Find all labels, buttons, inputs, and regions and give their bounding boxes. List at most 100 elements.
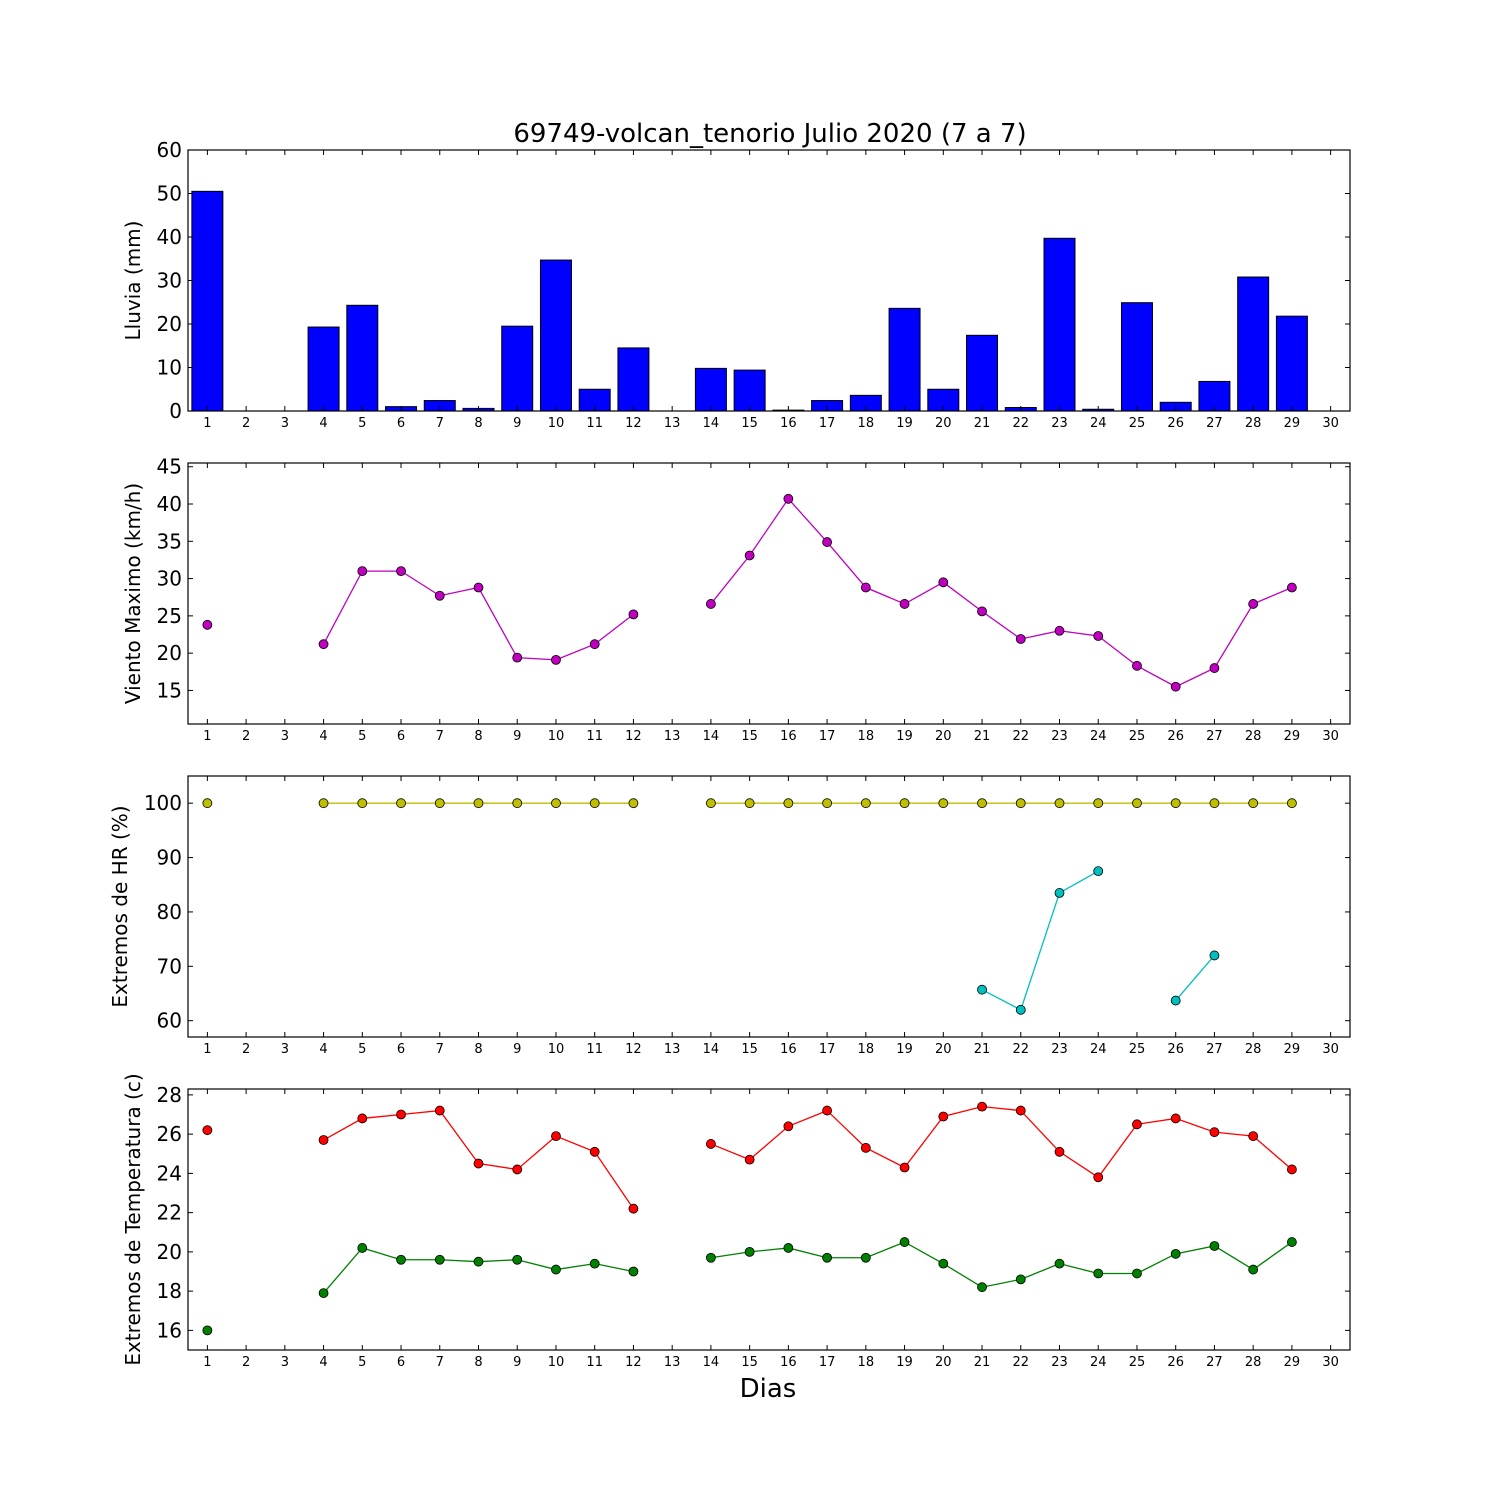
point-wind-series-1-day-28 [1248,599,1259,609]
point-humidity-series-1-day-18 [860,798,871,809]
point-wind-series-1-day-8 [473,582,484,593]
xtick-label-rain-2: 2 [242,416,250,431]
xtick-label-wind-14: 14 [703,729,720,744]
line-wind-series-1-segment-3 [710,497,1293,688]
xtick-label-humidity-9: 9 [513,1042,521,1057]
xtick-label-rain-17: 17 [819,416,836,431]
xtick-label-humidity-28: 28 [1245,1042,1262,1057]
ytick-label-rain-30: 30 [157,269,182,293]
xtick-label-temperature-12: 12 [625,1355,642,1370]
point-humidity-series-1-day-5 [357,798,368,809]
point-humidity-series-1-day-14 [706,798,716,809]
xtick-label-wind-21: 21 [974,729,991,744]
bar-day-5 [346,304,379,412]
bar-day-14 [694,367,727,412]
xtick-label-humidity-3: 3 [281,1042,289,1057]
xtick-label-wind-6: 6 [397,729,405,744]
bar-day-21 [966,334,999,412]
point-humidity-series-1-day-1 [202,798,213,809]
xtick-label-rain-23: 23 [1051,416,1068,431]
xtick-label-rain-15: 15 [741,416,758,431]
point-temperature-series-1-day-24 [1093,1172,1104,1183]
point-humidity-series-1-day-16 [783,798,794,809]
xtick-label-temperature-20: 20 [935,1355,952,1370]
xtick-label-humidity-18: 18 [858,1042,875,1057]
xtick-label-rain-12: 12 [625,416,642,431]
x-axis-label: Dias [740,1374,797,1404]
point-humidity-series-1-day-19 [899,798,910,809]
axes-frame-humidity [187,775,1351,1038]
xtick-label-rain-27: 27 [1206,416,1223,431]
xtick-label-temperature-22: 22 [1012,1355,1029,1370]
point-temperature-series-2-day-19 [899,1237,910,1247]
xtick-label-temperature-29: 29 [1284,1355,1301,1370]
xtick-label-rain-18: 18 [858,416,875,431]
line-temperature-series-1-segment-3 [710,1106,1293,1179]
point-temperature-series-2-day-14 [706,1252,716,1263]
point-temperature-series-1-day-5 [357,1113,368,1124]
xtick-label-rain-10: 10 [548,416,565,431]
xtick-label-wind-16: 16 [780,729,797,744]
xtick-label-rain-11: 11 [586,416,603,431]
xtick-label-wind-13: 13 [664,729,681,744]
bar-day-28 [1237,276,1270,412]
point-temperature-series-2-day-17 [822,1252,832,1263]
xtick-label-wind-9: 9 [513,729,521,744]
xtick-label-wind-18: 18 [858,729,875,744]
xtick-label-temperature-23: 23 [1051,1355,1068,1370]
xtick-label-humidity-15: 15 [741,1042,758,1057]
ytick-label-temperature-20: 20 [157,1240,182,1264]
xtick-label-wind-29: 29 [1284,729,1301,744]
point-humidity-series-1-day-29 [1287,798,1297,809]
point-humidity-series-1-day-25 [1132,798,1142,809]
point-humidity-series-1-day-27 [1209,798,1220,809]
ytick-label-temperature-22: 22 [157,1201,182,1225]
point-temperature-series-1-day-7 [434,1105,445,1116]
xtick-label-temperature-30: 30 [1322,1355,1339,1370]
point-temperature-series-2-day-10 [551,1264,561,1275]
xtick-label-rain-5: 5 [358,416,366,431]
line-humidity-series-2-segment-1 [981,870,1099,1011]
xtick-label-humidity-26: 26 [1167,1042,1184,1057]
xtick-label-temperature-24: 24 [1090,1355,1107,1370]
xtick-label-rain-30: 30 [1322,416,1339,431]
bar-day-19 [888,307,921,412]
point-humidity-series-1-day-10 [551,798,561,809]
xtick-label-wind-7: 7 [436,729,444,744]
xtick-label-humidity-13: 13 [664,1042,681,1057]
point-wind-series-1-day-5 [357,566,368,577]
point-wind-series-1-day-6 [396,566,406,577]
bar-day-10 [539,259,572,412]
xtick-label-wind-26: 26 [1167,729,1184,744]
point-wind-series-1-day-23 [1054,625,1065,636]
point-humidity-series-1-day-22 [1015,798,1026,809]
xtick-label-rain-8: 8 [474,416,482,431]
xtick-label-temperature-14: 14 [703,1355,720,1370]
xtick-label-wind-3: 3 [281,729,289,744]
point-humidity-series-2-day-23 [1054,888,1065,898]
xtick-label-humidity-2: 2 [242,1042,250,1057]
point-wind-series-1-day-7 [434,590,445,601]
point-humidity-series-1-day-28 [1248,798,1259,809]
xtick-label-wind-17: 17 [819,729,836,744]
point-temperature-series-1-day-1 [202,1125,213,1136]
xtick-label-wind-30: 30 [1322,729,1339,744]
ytick-label-temperature-28: 28 [157,1083,182,1107]
y-axis-label-humidity: Extremos de HR (%) [108,805,132,1007]
xtick-label-temperature-10: 10 [548,1355,565,1370]
bar-day-1 [191,190,224,412]
point-wind-series-1-day-21 [977,606,987,617]
xtick-label-temperature-3: 3 [281,1355,289,1370]
xtick-label-rain-16: 16 [780,416,797,431]
xtick-label-humidity-8: 8 [474,1042,482,1057]
xtick-label-humidity-5: 5 [358,1042,366,1057]
point-wind-series-1-day-12 [628,609,639,620]
xtick-label-temperature-5: 5 [358,1355,366,1370]
xtick-label-wind-24: 24 [1090,729,1107,744]
xtick-label-humidity-17: 17 [819,1042,836,1057]
point-wind-series-1-day-14 [706,599,716,609]
xtick-label-rain-20: 20 [935,416,952,431]
point-humidity-series-1-day-4 [318,798,329,809]
point-wind-series-1-day-27 [1209,663,1220,673]
